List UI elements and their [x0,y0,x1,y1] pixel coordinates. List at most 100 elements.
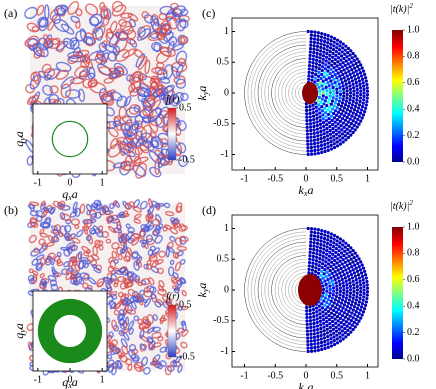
pattern-blob [142,298,148,304]
spectrum-dot [322,135,326,139]
spectrum-dot [308,305,312,309]
pattern-blob [130,354,140,362]
spectrum-dot [315,127,320,131]
pattern-blob [55,69,69,80]
spectrum-dot [352,283,356,287]
pattern-blob [135,278,141,284]
pattern-blob [49,279,58,287]
spectrum-dot [328,90,332,95]
pattern-blob [119,354,128,363]
spectrum-dot [311,68,315,72]
pattern-blob [88,209,97,218]
spectrum-dot [308,308,312,313]
spectrum-dot [315,241,320,246]
spectrum-dot [309,336,313,340]
pattern-blob [46,241,55,247]
spectrum-dot [331,252,335,256]
spectrum-dot [341,121,346,125]
spectrum-dot [353,77,358,81]
spectrum-dot [312,47,316,51]
spectrum-dot [324,282,328,287]
pattern-blob [50,236,60,243]
spectrum-dot [315,313,319,318]
spectrum-dot [338,92,343,96]
pattern-blob [81,282,89,289]
pattern-blob [173,223,179,229]
spectrum-dot [344,320,348,324]
pattern-blob [63,37,75,50]
spectrum-dot [331,327,335,331]
spectrum-dot [328,71,332,76]
spectrum-dot [355,322,359,326]
pattern-blob [145,263,153,271]
axis-symbol: q [62,375,68,389]
pattern-blob [179,19,189,29]
pattern-blob [154,300,162,308]
pattern-blob [64,89,81,99]
spectrum-dot [320,265,324,270]
grid-arc [254,41,307,145]
spectrum-dot [316,271,321,275]
pattern-blob [124,358,133,366]
inset-tick-label: 0 [68,374,73,385]
spectrum-dot [318,89,322,93]
grid-arc [278,262,307,318]
grid-arc [298,85,307,101]
spectrum-dot [346,104,351,108]
pattern-blob [176,245,188,252]
spectrum-dot [323,82,327,86]
pattern-blob [98,42,108,53]
spectrum-dot [309,332,313,336]
spectrum-dot [354,258,358,263]
spectrum-dot [317,107,321,111]
spectrum-dot [305,316,309,320]
spectrum-dot [361,69,366,73]
spectrum-dot [307,271,311,275]
spectrum-dot [345,115,349,119]
pattern-blob [119,248,126,255]
pattern-blob [120,21,132,32]
spectrum-dot [305,115,309,119]
spectrum-dot [335,284,339,288]
spectrum-dot [309,43,313,47]
spectrum-dot [353,274,358,278]
pattern-blob [111,250,118,259]
spectrum-dot [343,79,347,83]
pattern-blob [95,53,108,63]
spectrum-dot [306,346,310,350]
pattern-blob [180,8,189,16]
spectrum-dot [309,40,313,44]
spectrum-dot [342,94,346,98]
axis-subscript: x [67,193,72,202]
spectrum-dot [363,109,367,114]
x-tick-label: -0.5 [267,370,283,381]
spectrum-dot [313,33,317,38]
spectrum-dot [332,40,336,44]
spectrum-dot [351,296,355,300]
spectrum-dot [315,123,319,128]
spectrum-dot [329,38,333,43]
pattern-blob [60,4,69,13]
pattern-blob [132,232,142,239]
spectrum-dot [324,316,328,320]
spectrum-dot [321,54,326,58]
spectrum-dot [337,126,341,130]
spectrum-dot [351,316,355,320]
spectrum-dot [343,300,348,304]
spectrum-dot [338,286,342,290]
spectrum-dot [345,127,349,131]
spectrum-dot [313,349,317,353]
spectrum-dot [316,37,320,42]
spectrum-dot [316,345,320,349]
spectrum-dot [314,259,319,263]
pattern-blob [67,51,84,59]
spectrum-dot [313,30,317,34]
pattern-blob [139,200,148,210]
spectrum-dot [330,260,334,264]
grid-arc [288,75,307,111]
spectrum-dot [341,136,345,140]
colorbar-tick-label: 1.0 [407,221,420,232]
axis-subscript: y [201,91,210,96]
spectrum-dot [354,69,358,73]
pattern-blob [154,258,164,265]
